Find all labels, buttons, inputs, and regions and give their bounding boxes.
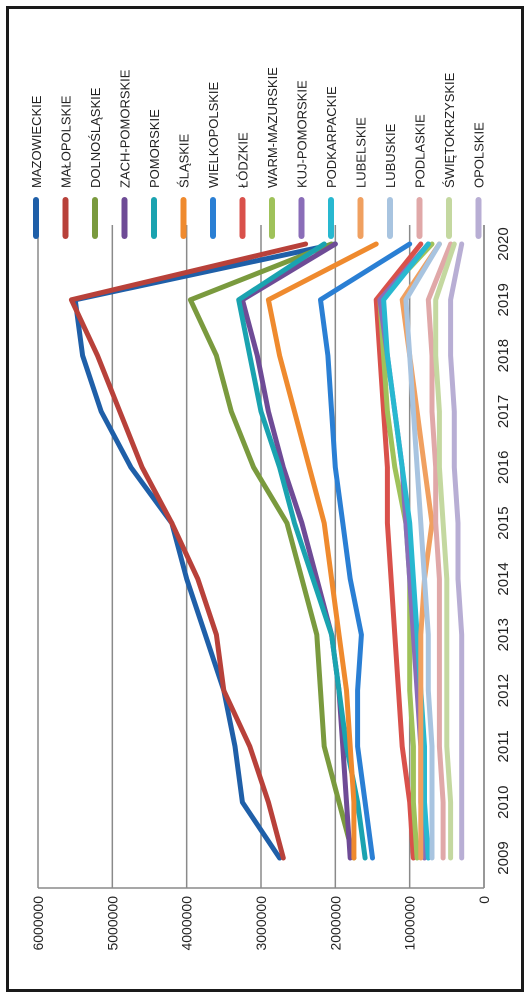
series-line [318, 241, 413, 861]
x-tick-label: 2014 [495, 562, 512, 595]
y-tick-label: 6000000 [30, 896, 46, 951]
series-line [448, 241, 465, 861]
series-line [373, 241, 424, 861]
series-line [187, 241, 357, 861]
legend: MAZOWIECKIE MAŁOPOLSKIE DOLNOŚLĄSKIE ZACH-P… [29, 67, 487, 239]
x-tick-label: 2015 [495, 506, 512, 539]
y-tick-label: 4000000 [179, 896, 195, 951]
legend-label: KUJ-POMORSKIE [295, 80, 310, 188]
series-line [381, 241, 431, 861]
legend-label: WIELKOPOLSKIE [206, 81, 221, 188]
y-tick-label: 0 [476, 896, 492, 904]
y-axis: 0 1000000 2000000 3000000 4000000 5000000 6000… [30, 896, 492, 951]
legend-label: ŁÓDZKIE [236, 132, 251, 188]
y-tick-label: 2000000 [327, 896, 343, 951]
y-tick-label: 3000000 [253, 896, 269, 951]
legend-label: PODKARPACKIE [324, 86, 339, 188]
legend-label: ŚLĄSKIE [177, 133, 192, 188]
legend-label: ZACH-POMORSKIE [118, 69, 133, 188]
y-tick-label: 5000000 [104, 896, 120, 951]
series-line [433, 241, 457, 861]
series-layer [68, 241, 465, 861]
y-tick-label: 1000000 [402, 896, 418, 951]
series-line [72, 241, 338, 861]
series-line [265, 241, 379, 861]
legend-label: MAZOWIECKIE [29, 95, 44, 188]
x-tick-label: 2017 [495, 395, 512, 428]
legend-label: LUBUSKIE [383, 123, 398, 188]
x-tick-label: 2011 [495, 730, 512, 762]
legend-label: WARM-MAZURSKIE [265, 67, 280, 188]
x-axis: 2009 2010 2011 2012 2013 2014 2015 2016 2017 2018… [495, 227, 512, 874]
legend-label: LUBELSKIE [354, 117, 369, 188]
legend-label: POMORSKIE [147, 109, 162, 188]
series-line [425, 241, 454, 861]
series-line [403, 241, 442, 861]
x-tick-label: 2019 [495, 283, 512, 316]
x-tick-label: 2020 [495, 227, 512, 260]
legend-label: MAŁOPOLSKIE [59, 95, 74, 188]
x-tick-label: 2009 [495, 841, 512, 874]
series-line [68, 241, 309, 861]
x-tick-label: 2012 [495, 674, 512, 707]
x-tick-label: 2010 [495, 785, 512, 818]
legend-label: ŚWIĘTOKRZYSKIE [442, 72, 457, 188]
legend-label: OPOLSKIE [472, 122, 487, 188]
grid-layer [37, 225, 485, 889]
legend-label: PODLASKIE [413, 114, 428, 188]
x-tick-label: 2013 [495, 618, 512, 651]
series-line [239, 241, 353, 861]
x-tick-label: 2016 [495, 451, 512, 484]
x-tick-label: 2018 [495, 339, 512, 372]
legend-label: DOLNOŚLĄSKIE [88, 87, 103, 188]
